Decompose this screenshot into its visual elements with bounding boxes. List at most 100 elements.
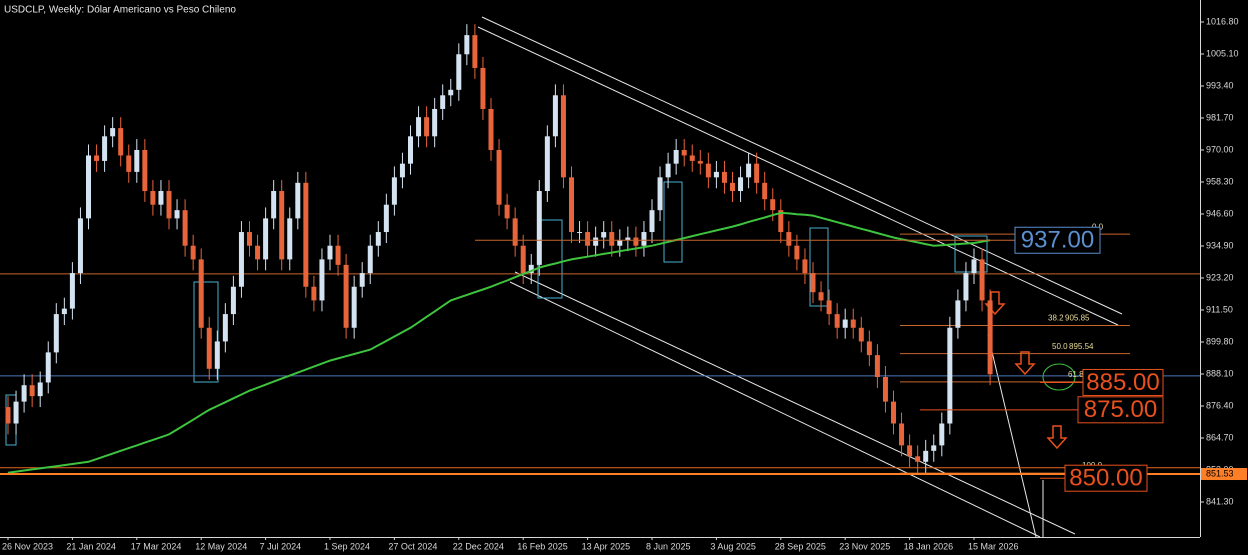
y-tick-label: 981.70 [1206, 112, 1234, 122]
candle-body [746, 163, 752, 178]
candle-body [399, 163, 405, 178]
candle-body [5, 407, 11, 424]
x-tick-label: 16 Feb 2025 [517, 541, 568, 551]
fib-ratio: 38.2 [1048, 314, 1064, 323]
range-box [193, 281, 219, 383]
candle-body [29, 385, 35, 397]
candle-body [657, 177, 663, 211]
level-label: 937.00 [1021, 227, 1094, 254]
candle-body [247, 232, 252, 246]
candle-body [86, 155, 91, 219]
candle-body [923, 450, 929, 462]
candle-body [536, 191, 542, 265]
candle-body [94, 155, 100, 161]
down-arrow [1046, 425, 1068, 450]
candle-body [730, 182, 735, 192]
level-box [1082, 368, 1164, 396]
candle-body [440, 95, 446, 109]
y-tick-label: 923.20 [1206, 272, 1234, 282]
y-tick-label: 993.40 [1206, 80, 1234, 90]
candle-body [947, 327, 953, 424]
candle-body [319, 259, 325, 301]
candle-body [102, 136, 108, 161]
candle-body [705, 163, 711, 178]
y-tick-label: 958.30 [1206, 176, 1234, 186]
candle-body [585, 232, 591, 246]
fib-price: 895.54 [1069, 342, 1094, 351]
candle-body [383, 204, 389, 233]
candle-body [762, 182, 768, 200]
candle-body [432, 108, 438, 137]
y-tick-label: 1005.10 [1206, 48, 1239, 58]
candle-body [77, 218, 83, 274]
candle-body [754, 163, 760, 183]
level-label: 850.00 [1069, 465, 1142, 492]
candle-body [633, 237, 639, 246]
candle-body [907, 445, 913, 457]
x-tick-label: 8 Jun 2025 [646, 541, 691, 551]
channel-line [509, 281, 1041, 538]
y-tick-label: 864.70 [1206, 432, 1234, 442]
fib-ratio: 61.8 [1068, 370, 1084, 379]
candle-body [496, 149, 502, 205]
candle-body [190, 245, 196, 260]
candle-body [569, 177, 574, 233]
x-tick-label: 13 Apr 2025 [582, 541, 631, 551]
fib-ratio: 50.0 [1052, 342, 1068, 351]
candle-body [520, 245, 526, 274]
candle-body [963, 273, 969, 301]
candle-body [255, 245, 261, 260]
candle-body [359, 273, 365, 287]
candle-body [891, 401, 896, 424]
candle-body [858, 327, 864, 342]
candle-body [53, 314, 59, 353]
candle-body [166, 191, 172, 219]
candle-body [110, 128, 116, 137]
last-price-tag [1201, 468, 1247, 481]
candle-body [238, 232, 244, 287]
candle-body [681, 149, 687, 156]
candle-body [367, 245, 373, 274]
candle-body [480, 67, 486, 109]
chart-title: USDCLP, Weekly: Dólar Americano vs Peso … [4, 5, 236, 16]
candle-body [408, 136, 413, 164]
last-price-label: 851.53 [1206, 468, 1234, 478]
candle-body [222, 314, 228, 342]
candle-body [826, 300, 832, 315]
y-tick-label: 946.60 [1206, 208, 1234, 218]
x-tick-label: 26 Nov 2023 [2, 541, 53, 551]
candle-body [609, 232, 615, 246]
candle-body [512, 218, 518, 246]
candle-body [552, 95, 558, 137]
candle-body [214, 341, 220, 369]
candle-body [802, 259, 808, 274]
candle-body [472, 35, 478, 68]
candle-body [174, 210, 180, 219]
y-tick-label: 911.50 [1206, 304, 1233, 314]
candle-body [464, 35, 470, 55]
candle-body [810, 273, 816, 293]
candle-body [987, 300, 993, 375]
projection-line [987, 334, 1037, 538]
candle-body [69, 273, 75, 309]
x-tick-label: 27 Oct 2024 [388, 541, 437, 551]
candle-body [721, 171, 727, 183]
candle-body [456, 54, 462, 90]
level-label: 875.00 [1084, 396, 1157, 423]
y-tick-label: 1016.80 [1206, 16, 1239, 26]
y-tick-label: 934.90 [1206, 240, 1234, 250]
x-tick-label: 28 Sep 2025 [775, 541, 826, 551]
candle-body [504, 204, 510, 219]
candle-body [13, 401, 19, 424]
highlight-circle [1042, 363, 1076, 391]
candle-body [794, 245, 800, 260]
candle-body [134, 149, 140, 172]
y-tick-label: 888.10 [1206, 368, 1234, 378]
range-box [954, 235, 988, 273]
candle-body [528, 264, 534, 274]
channel-line [514, 271, 1076, 535]
candle-body [416, 117, 422, 137]
candle-body [279, 191, 285, 260]
candle-body [971, 259, 977, 274]
